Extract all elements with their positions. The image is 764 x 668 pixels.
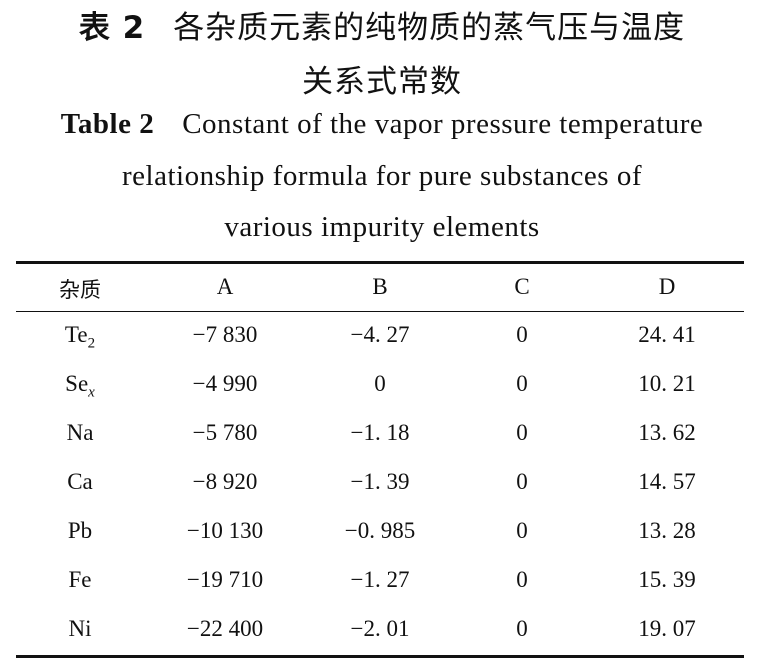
value-cell: 0 xyxy=(516,420,528,445)
value-cell: 0 xyxy=(516,371,528,396)
element-cell: Te2 xyxy=(0,322,160,353)
value-cell: 0 xyxy=(374,371,386,396)
element-symbol: Ca xyxy=(67,469,93,494)
caption-en-text: Constant of the vapor pressure temperatu… xyxy=(182,108,704,140)
value-cell: 10. 21 xyxy=(638,371,696,396)
caption-en-text: relationship formula for pure substances… xyxy=(122,160,642,192)
value-cell: −10 130 xyxy=(186,518,264,543)
value-cell: −1. 27 xyxy=(350,567,410,592)
value-cell: 13. 28 xyxy=(638,518,696,543)
top-rule xyxy=(16,261,744,264)
value-cell: 0 xyxy=(516,322,528,347)
element-subscript: 2 xyxy=(87,335,96,352)
value-cell: −8 920 xyxy=(192,469,258,494)
header-rule xyxy=(16,311,744,312)
value-cell: 0 xyxy=(516,616,528,641)
caption-en-line: Table 2 Constant of the vapor pressure te… xyxy=(0,108,764,141)
value-cell: 14. 57 xyxy=(638,469,696,494)
value-cell: 0 xyxy=(516,567,528,592)
element-symbol: Te xyxy=(64,322,88,347)
value-cell: 0 xyxy=(516,518,528,543)
header-cell: C xyxy=(514,274,530,299)
element-symbol: Na xyxy=(66,420,94,445)
value-cell: 15. 39 xyxy=(638,567,696,592)
element-cell: Pb xyxy=(0,518,160,544)
value-cell: −1. 18 xyxy=(350,420,410,445)
element-symbol: Pb xyxy=(67,518,93,543)
caption-cn-label: 表 2 xyxy=(78,10,146,46)
header-cell: A xyxy=(216,274,234,299)
value-cell: 19. 07 xyxy=(638,616,696,641)
value-cell: −1. 39 xyxy=(350,469,410,494)
element-cell: Fe xyxy=(0,567,160,593)
caption-cn-text: 各杂质元素的纯物质的蒸气压与温度 xyxy=(173,10,686,46)
value-cell: −2. 01 xyxy=(350,616,410,641)
element-subscript: x xyxy=(88,384,95,401)
value-cell: 24. 41 xyxy=(638,322,696,347)
caption-cn-line: 表 2 各杂质元素的纯物质的蒸气压与温度 xyxy=(0,2,764,47)
element-cell: Ni xyxy=(0,616,160,642)
element-cell: Ca xyxy=(0,469,160,495)
header-cell: B xyxy=(372,274,388,299)
caption-en-text: various impurity elements xyxy=(224,211,540,243)
element-symbol: Se xyxy=(65,371,89,396)
value-cell: −4. 27 xyxy=(350,322,410,347)
bottom-rule xyxy=(16,655,744,658)
value-cell: 13. 62 xyxy=(638,420,696,445)
value-cell: −0. 985 xyxy=(344,518,416,543)
value-cell: −7 830 xyxy=(192,322,258,347)
value-cell: −19 710 xyxy=(186,567,264,592)
header-cell: 杂质 xyxy=(59,278,101,302)
value-cell: −4 990 xyxy=(192,371,258,396)
element-cell: Na xyxy=(0,420,160,446)
element-cell: Sex xyxy=(0,371,160,402)
value-cell: 0 xyxy=(516,469,528,494)
caption-en-label: Table 2 xyxy=(60,108,155,140)
element-symbol: Ni xyxy=(68,616,92,641)
value-cell: −5 780 xyxy=(192,420,258,445)
value-cell: −22 400 xyxy=(186,616,264,641)
element-symbol: Fe xyxy=(68,567,92,592)
caption-cn-text: 关系式常数 xyxy=(302,64,462,100)
header-cell: D xyxy=(658,274,676,299)
